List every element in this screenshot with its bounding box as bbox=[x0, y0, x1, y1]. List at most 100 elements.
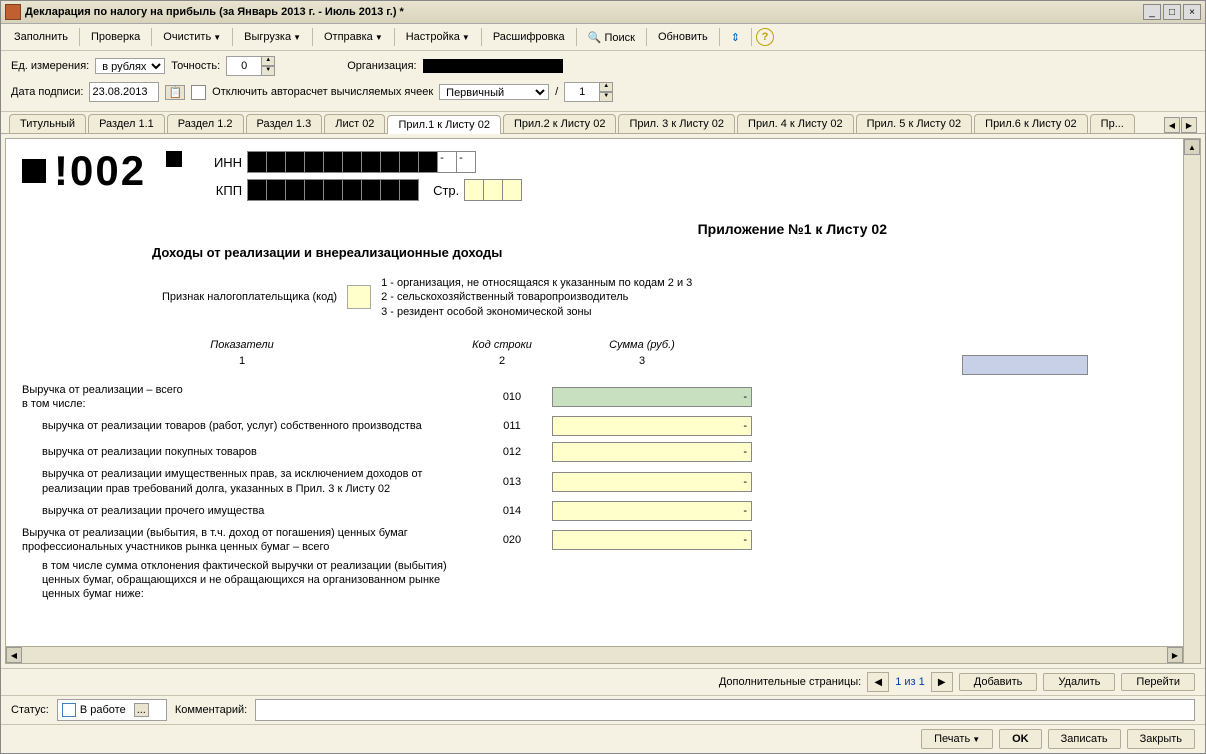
expand-button[interactable]: ⇕ bbox=[724, 28, 747, 47]
tab-3[interactable]: Раздел 1.3 bbox=[246, 114, 323, 133]
title-bar: Декларация по налогу на прибыль (за Янва… bbox=[1, 1, 1205, 24]
tab-10[interactable]: Прил.6 к Листу 02 bbox=[974, 114, 1088, 133]
export-button[interactable]: Выгрузка▼ bbox=[237, 28, 308, 46]
close-window-button[interactable]: Закрыть bbox=[1127, 729, 1195, 749]
correction-spinner[interactable]: ▲▼ bbox=[564, 82, 613, 102]
search-icon: 🔍 bbox=[588, 32, 602, 44]
comment-field[interactable] bbox=[255, 699, 1195, 721]
clear-button[interactable]: Очистить▼ bbox=[156, 28, 228, 46]
tab-8[interactable]: Прил. 4 к Листу 02 bbox=[737, 114, 854, 133]
data-row-010: Выручка от реализации – всегов том числе… bbox=[22, 383, 1167, 412]
status-doc-icon bbox=[62, 703, 76, 717]
document-content: !002 ИНН -- КПП bbox=[5, 138, 1184, 647]
help-icon[interactable]: ? bbox=[756, 28, 774, 46]
delete-page-button[interactable]: Удалить bbox=[1043, 673, 1115, 691]
window-title: Декларация по налогу на прибыль (за Янва… bbox=[25, 6, 1143, 18]
maximize-button[interactable]: □ bbox=[1163, 4, 1181, 20]
tab-1[interactable]: Раздел 1.1 bbox=[88, 114, 165, 133]
precision-spinner[interactable]: ▲▼ bbox=[226, 56, 275, 76]
page-label: Стр. bbox=[433, 183, 459, 198]
calendar-icon[interactable]: 📋 bbox=[165, 85, 185, 100]
close-button[interactable]: × bbox=[1183, 4, 1201, 20]
add-page-button[interactable]: Добавить bbox=[959, 673, 1038, 691]
value-input-012[interactable]: - bbox=[552, 442, 752, 462]
data-row-: в том числе сумма отклонения фактической… bbox=[22, 559, 1167, 602]
doc-type-select[interactable]: Первичный bbox=[439, 84, 549, 100]
tab-scroll-left[interactable]: ◀ bbox=[1164, 117, 1180, 133]
highlighted-cell[interactable] bbox=[962, 355, 1088, 375]
row-label: выручка от реализации товаров (работ, ус… bbox=[22, 419, 472, 433]
inn-cells[interactable]: -- bbox=[248, 151, 476, 173]
section-subtitle: Доходы от реализации и внереализационные… bbox=[22, 245, 1167, 260]
row-code: 013 bbox=[472, 476, 552, 488]
status-label: Статус: bbox=[11, 704, 49, 716]
main-toolbar: Заполнить Проверка Очистить▼ Выгрузка▼ О… bbox=[1, 24, 1205, 51]
horizontal-scrollbar[interactable]: ◀▶ bbox=[5, 647, 1184, 664]
status-field[interactable]: В работе ... bbox=[57, 699, 167, 721]
row-code: 010 bbox=[472, 391, 552, 403]
row-code: 014 bbox=[472, 505, 552, 517]
barcode-square bbox=[22, 159, 46, 183]
taxpayer-code-label: Признак налогоплательщика (код) bbox=[162, 291, 337, 303]
minimize-button[interactable]: _ bbox=[1143, 4, 1161, 20]
sign-date-label: Дата подписи: bbox=[11, 86, 83, 98]
row-label: выручка от реализации прочего имущества bbox=[22, 504, 472, 518]
tab-scroll-right[interactable]: ▶ bbox=[1181, 117, 1197, 133]
org-label: Организация: bbox=[347, 60, 416, 72]
kpp-cells[interactable] bbox=[248, 179, 419, 201]
pager-bar: Дополнительные страницы: ◀ 1 из 1 ▶ Доба… bbox=[1, 668, 1205, 695]
disable-autocalc-label: Отключить авторасчет вычисляемых ячеек bbox=[212, 86, 433, 98]
row-label: Выручка от реализации (выбытия, в т.ч. д… bbox=[22, 526, 472, 555]
disable-autocalc-checkbox[interactable] bbox=[191, 85, 206, 100]
appendix-title: Приложение №1 к Листу 02 bbox=[22, 221, 1167, 237]
tab-4[interactable]: Лист 02 bbox=[324, 114, 385, 133]
refresh-button[interactable]: Обновить bbox=[651, 28, 715, 46]
value-input-011[interactable]: - bbox=[552, 416, 752, 436]
status-ellipsis-button[interactable]: ... bbox=[134, 703, 149, 717]
data-row-012: выручка от реализации покупных товаров01… bbox=[22, 441, 1167, 463]
app-icon bbox=[5, 4, 21, 20]
section-tabs: ТитульныйРаздел 1.1Раздел 1.2Раздел 1.3Л… bbox=[1, 112, 1205, 134]
send-button[interactable]: Отправка▼ bbox=[317, 28, 390, 46]
tab-0[interactable]: Титульный bbox=[9, 114, 86, 133]
page-cells[interactable] bbox=[465, 179, 522, 201]
value-input-014[interactable]: - bbox=[552, 501, 752, 521]
precision-label: Точность: bbox=[171, 60, 220, 72]
decode-button[interactable]: Расшифровка bbox=[486, 28, 572, 46]
comment-label: Комментарий: bbox=[175, 704, 247, 716]
tab-2[interactable]: Раздел 1.2 bbox=[167, 114, 244, 133]
tab-7[interactable]: Прил. 3 к Листу 02 bbox=[618, 114, 735, 133]
taxpayer-code-input[interactable] bbox=[347, 285, 371, 309]
goto-page-button[interactable]: Перейти bbox=[1121, 673, 1195, 691]
tab-9[interactable]: Прил. 5 к Листу 02 bbox=[856, 114, 973, 133]
vertical-scrollbar[interactable]: ▲ bbox=[1184, 138, 1201, 664]
ok-button[interactable]: OK bbox=[999, 729, 1042, 749]
search-button[interactable]: 🔍 Поиск bbox=[581, 28, 642, 47]
value-input-013[interactable]: - bbox=[552, 472, 752, 492]
row-label: Выручка от реализации – всегов том числе… bbox=[22, 383, 472, 412]
org-value-redacted bbox=[423, 59, 563, 73]
page-next-button[interactable]: ▶ bbox=[931, 672, 953, 692]
page-prev-button[interactable]: ◀ bbox=[867, 672, 889, 692]
save-button[interactable]: Записать bbox=[1048, 729, 1121, 749]
tab-11[interactable]: Пр... bbox=[1090, 114, 1135, 133]
tab-6[interactable]: Прил.2 к Листу 02 bbox=[503, 114, 617, 133]
page-indicator: 1 из 1 bbox=[895, 676, 925, 688]
check-button[interactable]: Проверка bbox=[84, 28, 147, 46]
value-input-020[interactable]: - bbox=[552, 530, 752, 550]
data-row-013: выручка от реализации имущественных прав… bbox=[22, 467, 1167, 496]
sign-date-input[interactable] bbox=[89, 82, 159, 102]
footer-bar: Печать▼ OK Записать Закрыть bbox=[1, 724, 1205, 753]
form-code: !002 bbox=[54, 147, 146, 195]
print-button[interactable]: Печать▼ bbox=[921, 729, 993, 749]
status-bar: Статус: В работе ... Комментарий: bbox=[1, 695, 1205, 724]
fill-button[interactable]: Заполнить bbox=[7, 28, 75, 46]
unit-select[interactable]: в рублях bbox=[95, 58, 165, 74]
params-panel: Ед. измерения: в рублях Точность: ▲▼ Орг… bbox=[1, 51, 1205, 112]
value-input-010[interactable]: - bbox=[552, 387, 752, 407]
col-header-sum: Сумма (руб.) bbox=[542, 339, 742, 351]
inn-label: ИНН bbox=[202, 155, 242, 170]
settings-button[interactable]: Настройка▼ bbox=[399, 28, 477, 46]
col-header-indicators: Показатели bbox=[22, 339, 462, 351]
tab-5[interactable]: Прил.1 к Листу 02 bbox=[387, 115, 501, 134]
